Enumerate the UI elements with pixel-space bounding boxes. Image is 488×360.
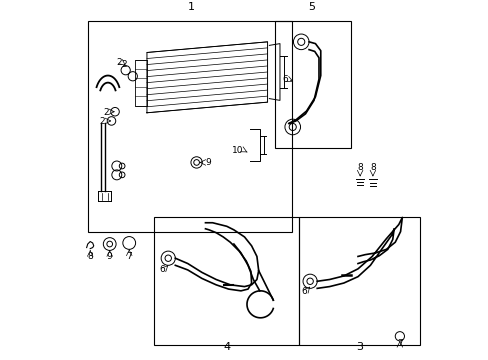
- Text: 3: 3: [356, 342, 363, 351]
- Bar: [274, 21, 350, 148]
- Text: 9: 9: [106, 252, 112, 261]
- Text: 8: 8: [357, 163, 362, 172]
- Text: 6: 6: [282, 75, 287, 84]
- Text: 10: 10: [232, 145, 244, 154]
- Text: 7: 7: [126, 252, 132, 261]
- Text: 2: 2: [121, 60, 126, 69]
- Text: 2: 2: [103, 108, 109, 117]
- Text: 8: 8: [369, 163, 375, 172]
- Text: 9: 9: [205, 158, 211, 167]
- Text: 2: 2: [100, 117, 105, 126]
- Text: 1: 1: [187, 3, 194, 12]
- Text: 4: 4: [223, 342, 230, 351]
- Text: 2: 2: [117, 58, 122, 67]
- Bar: [154, 217, 299, 345]
- Text: 8: 8: [87, 252, 93, 261]
- Text: 6: 6: [159, 265, 165, 274]
- Text: 5: 5: [308, 3, 315, 12]
- Bar: [88, 21, 292, 231]
- Text: 6: 6: [301, 287, 306, 296]
- Bar: [299, 217, 419, 345]
- Text: 7: 7: [396, 339, 402, 348]
- Bar: [134, 59, 147, 106]
